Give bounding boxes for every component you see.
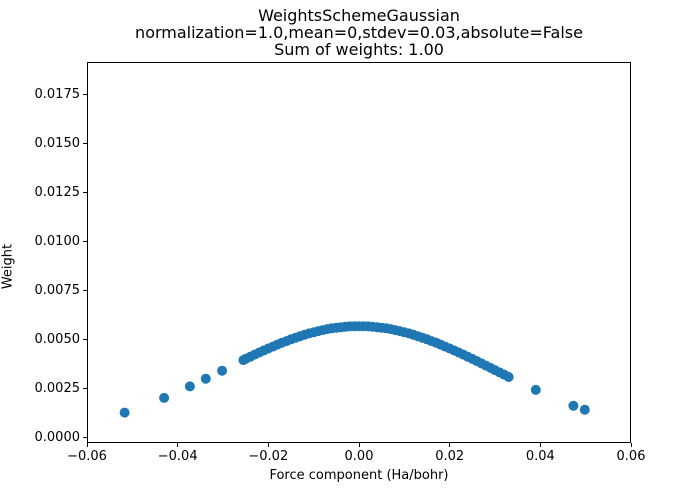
x-tick-label: 0.04 bbox=[525, 449, 555, 464]
y-tick-mark bbox=[83, 241, 87, 243]
y-tick-label: 0.0100 bbox=[34, 234, 81, 250]
scatter-plot bbox=[119, 321, 590, 418]
y-tick-label: 0.0050 bbox=[34, 332, 81, 348]
x-tick-mark bbox=[358, 443, 360, 447]
y-axis-label: Weight bbox=[0, 243, 16, 290]
data-point bbox=[119, 407, 130, 418]
chart-subtitle: normalization=1.0,mean=0,stdev=0.03,abso… bbox=[135, 23, 583, 42]
y-tick-mark bbox=[83, 192, 87, 194]
data-point bbox=[159, 392, 170, 403]
data-point bbox=[217, 365, 228, 376]
x-tick-label: 0.06 bbox=[616, 449, 646, 464]
y-tick-mark bbox=[83, 143, 87, 145]
y-tick-mark bbox=[83, 437, 87, 439]
x-tick-label: 0.02 bbox=[435, 449, 465, 464]
y-tick-label: 0.0000 bbox=[34, 430, 81, 446]
x-tick-label: −0.06 bbox=[67, 449, 107, 464]
y-tick-label: 0.0175 bbox=[34, 87, 81, 103]
x-tick-mark bbox=[630, 443, 632, 447]
y-tick-label: 0.0025 bbox=[34, 381, 81, 397]
x-tick-mark bbox=[177, 443, 179, 447]
data-point bbox=[530, 384, 541, 395]
data-point bbox=[503, 372, 514, 382]
y-tick-mark bbox=[83, 290, 87, 292]
y-tick-label: 0.0150 bbox=[34, 136, 81, 152]
y-tick-mark bbox=[83, 339, 87, 341]
chart-subtitle-sum: Sum of weights: 1.00 bbox=[274, 40, 444, 59]
y-tick-mark bbox=[83, 388, 87, 390]
plot-area bbox=[87, 62, 631, 443]
chart-title: WeightsSchemeGaussian bbox=[258, 6, 460, 25]
data-point bbox=[184, 381, 195, 392]
x-tick-label: −0.04 bbox=[157, 449, 198, 464]
chart-title-block: WeightsSchemeGaussian normalization=1.0,… bbox=[87, 7, 631, 58]
x-tick-mark bbox=[449, 443, 451, 447]
x-tick-mark bbox=[539, 443, 541, 447]
data-point bbox=[568, 400, 579, 411]
x-tick-label: 0.00 bbox=[344, 449, 374, 464]
x-tick-mark bbox=[86, 443, 88, 447]
data-point bbox=[200, 373, 211, 384]
y-tick-label: 0.0125 bbox=[34, 185, 81, 201]
x-tick-label: −0.02 bbox=[248, 449, 289, 464]
y-tick-mark bbox=[83, 94, 87, 96]
y-tick-label: 0.0075 bbox=[34, 283, 81, 299]
x-axis-label: Force component (Ha/bohr) bbox=[269, 468, 449, 483]
data-point bbox=[579, 404, 590, 415]
x-tick-mark bbox=[267, 443, 269, 447]
